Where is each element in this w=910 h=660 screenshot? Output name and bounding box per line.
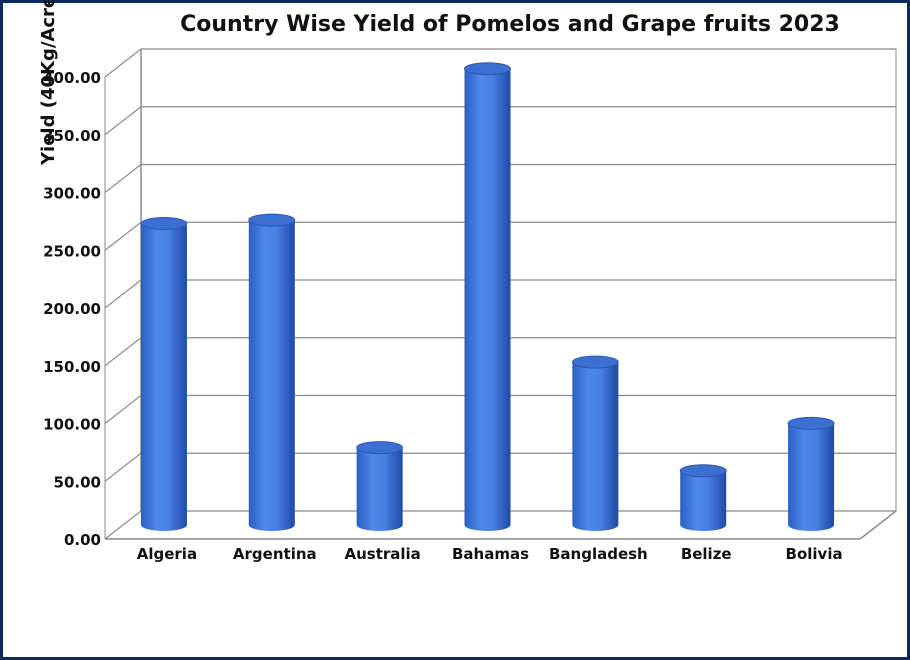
bar-body <box>788 423 835 531</box>
x-tick-label: Algeria <box>137 545 197 563</box>
bars <box>140 62 835 532</box>
bar-top <box>787 416 835 430</box>
x-tick-label: Belize <box>681 545 732 563</box>
bar <box>356 441 404 531</box>
bar-top <box>571 355 619 369</box>
bar-body <box>356 447 403 531</box>
bar-top <box>679 464 727 478</box>
gridline-side <box>104 48 142 78</box>
bar <box>679 464 727 531</box>
x-tick-label: Bahamas <box>452 545 529 563</box>
gridline-side <box>104 279 142 309</box>
bar-body <box>140 223 187 532</box>
bar-top <box>464 62 511 76</box>
x-tick-label: Argentina <box>233 545 317 563</box>
x-tick-label: Australia <box>344 545 420 563</box>
bar-body <box>572 362 619 531</box>
gridline-side <box>104 221 142 251</box>
gridline-side <box>104 106 142 136</box>
bar <box>571 355 619 531</box>
gridline-side <box>104 337 142 367</box>
gridline-side <box>104 164 142 193</box>
x-tick-label: Bangladesh <box>549 545 648 563</box>
bar-body <box>680 470 727 531</box>
gridline-side <box>104 510 142 540</box>
y-tick-label: 150.00 <box>43 358 101 376</box>
y-tick-label: 100.00 <box>43 416 101 434</box>
gridline-side <box>104 395 142 424</box>
x-tick-labels: Algeria Argentina Australia Bahamas Banglade… <box>137 545 843 563</box>
x-tick-label: Bolivia <box>786 545 843 563</box>
y-tick-label: 0.00 <box>64 531 101 549</box>
bar-body <box>464 68 511 532</box>
bar <box>248 213 296 531</box>
y-tick-label: 50.00 <box>54 473 101 491</box>
floor-right-edge <box>859 510 897 540</box>
chart-title: Country Wise Yield of Pomelos and Grape … <box>180 12 840 37</box>
bar-top <box>356 441 404 455</box>
bar <box>464 62 511 532</box>
y-tick-label: 200.00 <box>43 300 101 318</box>
bar-top <box>140 217 188 231</box>
y-tick-label: 400.00 <box>43 69 101 87</box>
y-tick-labels: 0.00 50.00 100.00 150.00 200.00 250.00 300.00 3… <box>43 69 101 549</box>
bar-top <box>248 213 296 227</box>
y-tick-label: 350.00 <box>43 127 101 145</box>
y-tick-label: 250.00 <box>43 242 101 260</box>
bar-body <box>248 220 295 531</box>
bar <box>140 217 188 532</box>
gridline-side <box>104 452 142 482</box>
y-tick-label: 300.00 <box>43 185 101 203</box>
bar <box>787 416 835 531</box>
